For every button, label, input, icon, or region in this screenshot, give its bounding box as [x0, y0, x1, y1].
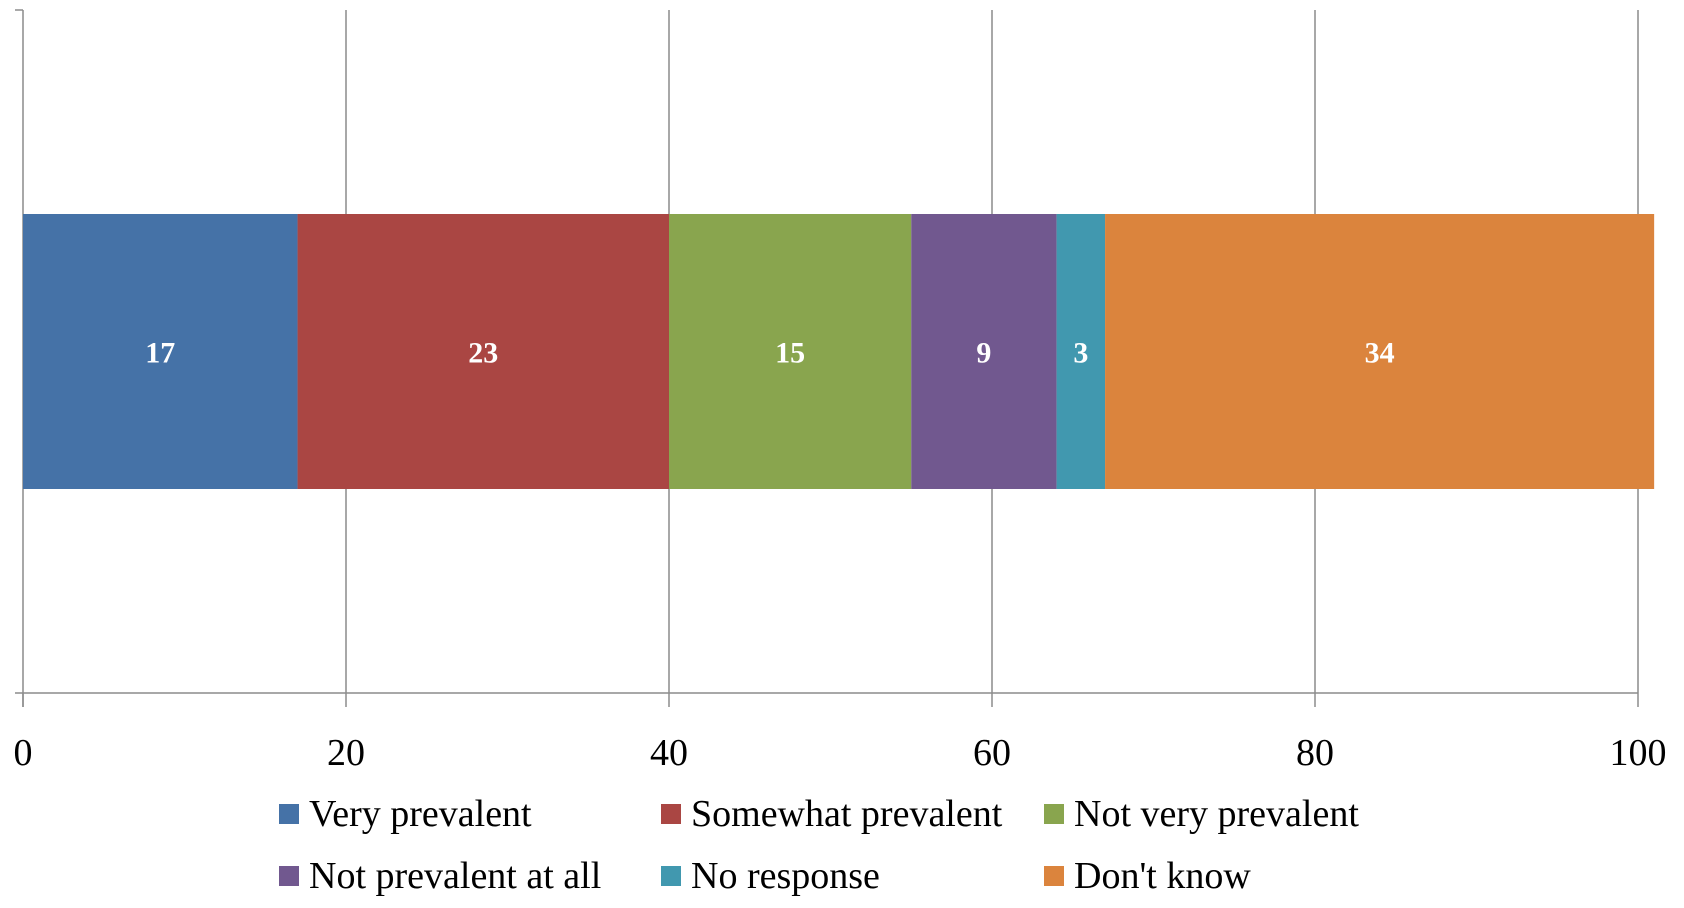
bar-segment-1 — [23, 214, 298, 489]
legend-swatch — [1044, 804, 1064, 824]
x-tick-label: 0 — [14, 732, 33, 774]
legend-item: Don't know — [1044, 855, 1251, 897]
legend-item: Somewhat prevalent — [661, 793, 1003, 835]
x-axis-tick-labels: 0 20 40 60 80 100 — [14, 732, 1667, 774]
x-tick-label: 80 — [1296, 732, 1334, 774]
x-tick-label: 20 — [327, 732, 365, 774]
legend-swatch — [661, 866, 681, 886]
legend-item: No response — [661, 855, 880, 897]
legend-swatch — [279, 804, 299, 824]
legend: Very prevalent Somewhat prevalent Not very… — [279, 793, 1359, 897]
legend-item: Not prevalent at all — [279, 855, 601, 897]
data-label: 15 — [775, 337, 805, 370]
legend-swatch — [1044, 866, 1064, 886]
data-label: 3 — [1073, 337, 1088, 370]
legend-swatch — [279, 866, 299, 886]
legend-label: Not very prevalent — [1074, 793, 1359, 835]
data-label: 17 — [145, 337, 175, 370]
legend-label: Not prevalent at all — [309, 855, 601, 897]
legend-label: No response — [691, 855, 880, 897]
x-tick-label: 100 — [1610, 732, 1667, 774]
legend-label: Somewhat prevalent — [691, 793, 1003, 835]
legend-label: Don't know — [1074, 855, 1251, 897]
bar-segment-6 — [1105, 214, 1655, 489]
legend-label: Very prevalent — [309, 793, 532, 835]
legend-item: Not very prevalent — [1044, 793, 1359, 835]
bar-segment-5 — [1056, 214, 1106, 489]
data-label: 34 — [1365, 337, 1395, 370]
x-tick-label: 40 — [650, 732, 688, 774]
bar-segment-4 — [911, 214, 1057, 489]
bar-segments: 17 23 15 9 3 34 — [23, 214, 1655, 489]
data-label: 23 — [468, 337, 498, 370]
legend-swatch — [661, 804, 681, 824]
bar-segment-3 — [669, 214, 912, 489]
data-label: 9 — [976, 337, 991, 370]
x-tick-label: 60 — [973, 732, 1011, 774]
bar-segment-2 — [297, 214, 669, 489]
legend-item: Very prevalent — [279, 793, 532, 835]
